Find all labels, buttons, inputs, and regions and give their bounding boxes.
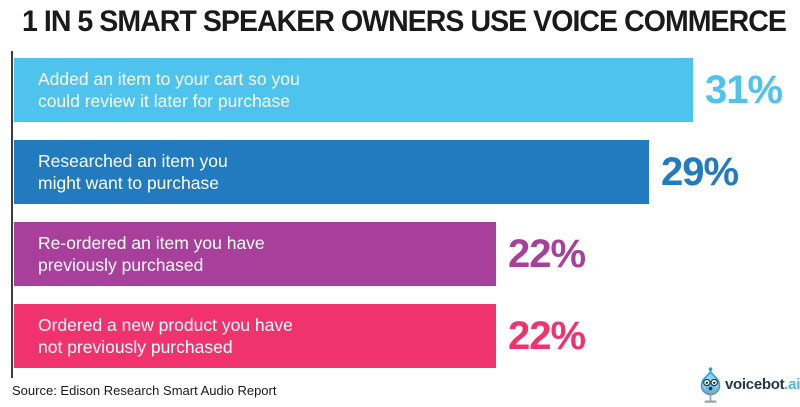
bar-value-label: 31%	[705, 67, 783, 112]
bar-label: Researched an item you might want to purc…	[38, 151, 228, 193]
bar-value-label: 29%	[661, 149, 739, 194]
bar-value-label: 22%	[508, 231, 586, 276]
logo-name: voicebot	[725, 375, 785, 393]
bar-label: Re-ordered an item you have previously pu…	[38, 233, 265, 275]
bar-chart: Added an item to your cart so you could r…	[14, 58, 783, 386]
bar: Added an item to your cart so you could r…	[14, 58, 693, 122]
bar: Ordered a new product you have not previo…	[14, 304, 496, 368]
bar-row: Added an item to your cart so you could r…	[14, 58, 783, 122]
bar-row: Re-ordered an item you have previously pu…	[14, 222, 782, 286]
bar-label: Ordered a new product you have not previo…	[38, 315, 293, 357]
bar: Re-ordered an item you have previously pu…	[14, 222, 496, 286]
voicebot-logo: voicebot.ai™	[698, 367, 800, 405]
source-note: Source: Edison Research Smart Audio Repo…	[12, 383, 277, 398]
logo-text: voicebot.ai™	[725, 376, 800, 393]
robot-icon	[698, 367, 723, 405]
bar-row: Ordered a new product you have not previo…	[14, 304, 782, 368]
bar-row: Researched an item you might want to purc…	[14, 140, 782, 204]
bar-label: Added an item to your cart so you could r…	[38, 69, 300, 111]
bar: Researched an item you might want to purc…	[14, 140, 649, 204]
bar-value-label: 22%	[508, 313, 586, 358]
logo-suffix: .ai	[784, 375, 800, 393]
page-title: 1 IN 5 SMART SPEAKER OWNERS USE VOICE CO…	[22, 5, 787, 38]
y-axis-line	[11, 51, 13, 378]
